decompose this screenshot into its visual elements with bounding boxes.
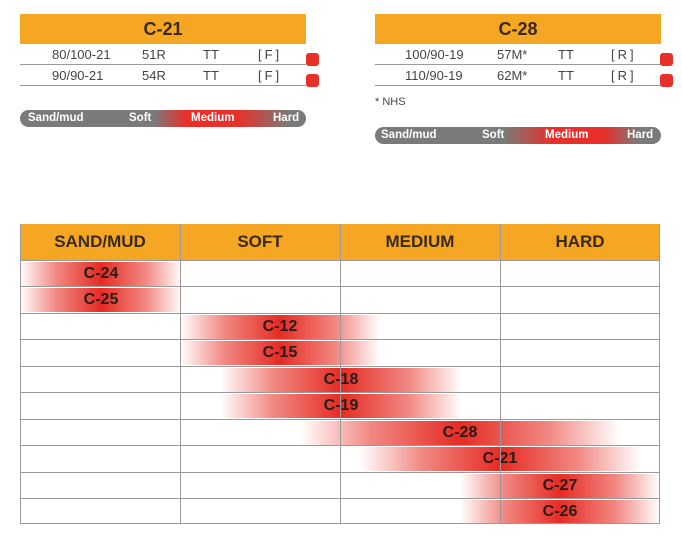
tire-size: 110/90-19: [405, 68, 463, 83]
terrain-label: Soft: [482, 129, 505, 141]
c21-row: 80/100-21 51R TT [F]: [20, 44, 306, 65]
column-divider: [20, 224, 21, 524]
c21-terrain-bar: Sand/mud Soft Medium Hard: [20, 110, 306, 127]
position: [R]: [611, 47, 637, 62]
tube-type: TT: [203, 68, 219, 83]
front-indicator-icon: [306, 53, 319, 66]
footnote: * NHS: [375, 96, 406, 108]
tube-type: TT: [558, 68, 574, 83]
tire-band: C-12: [180, 315, 380, 339]
tire-label: C-28: [442, 424, 478, 441]
c28-row: 110/90-19 62M* TT [R]: [375, 65, 661, 86]
tire-label: C-25: [83, 291, 119, 308]
tire-label: C-15: [262, 344, 298, 361]
column-divider: [500, 224, 501, 524]
terrain-label: Soft: [129, 112, 152, 124]
tire-band: C-27: [460, 474, 660, 498]
load-index: 57M*: [497, 47, 528, 62]
front-indicator-icon: [306, 74, 319, 87]
terrain-label: Medium: [191, 112, 235, 124]
tire-label: C-12: [262, 318, 298, 335]
column-header-medium: MEDIUM: [385, 232, 455, 251]
load-index: 62M*: [497, 68, 528, 83]
rear-indicator-icon: [660, 74, 673, 87]
tube-type: TT: [203, 47, 219, 62]
terrain-label: Hard: [627, 129, 654, 141]
load-index: 54R: [142, 68, 166, 83]
terrain-table: SAND/MUD SOFT MEDIUM HARD C-24 C-25 C-12…: [20, 224, 660, 524]
tire-band: C-19: [220, 394, 462, 418]
tire-band: C-28: [300, 421, 620, 445]
tire-label: C-19: [323, 397, 359, 414]
tire-band: C-15: [180, 341, 380, 365]
column-header-hard: HARD: [555, 232, 605, 251]
terrain-label: Sand/mud: [28, 112, 84, 124]
tire-band: C-18: [220, 368, 462, 392]
tire-size: 90/90-21: [52, 68, 104, 83]
column-header-sand-mud: SAND/MUD: [54, 232, 146, 251]
c28-title: C-28: [375, 14, 661, 44]
c21-row: 90/90-21 54R TT [F]: [20, 65, 306, 86]
c28-terrain-bar: Sand/mud Soft Medium Hard: [375, 127, 661, 144]
c28-card: C-28 100/90-19 57M* TT [R] 110/90-19 62M…: [375, 14, 661, 86]
tire-band: C-25: [20, 288, 182, 312]
column-divider: [180, 224, 181, 524]
tire-label: C-18: [323, 371, 359, 388]
tire-size: 80/100-21: [52, 47, 111, 62]
load-index: 51R: [142, 47, 166, 62]
tire-band: C-24: [20, 262, 182, 286]
tire-size: 100/90-19: [405, 47, 464, 62]
column-divider: [340, 224, 341, 524]
position: [F]: [258, 68, 283, 83]
c21-card: C-21 80/100-21 51R TT [F] 90/90-21 54R T…: [20, 14, 306, 86]
column-header-soft: SOFT: [237, 232, 283, 251]
position: [F]: [258, 47, 283, 62]
rear-indicator-icon: [660, 53, 673, 66]
tube-type: TT: [558, 47, 574, 62]
terrain-label: Sand/mud: [381, 129, 437, 141]
tire-label: C-26: [542, 503, 578, 520]
c21-title: C-21: [20, 14, 306, 44]
tire-label: C-24: [83, 265, 119, 282]
tire-band: C-26: [460, 500, 660, 524]
terrain-label: Medium: [545, 129, 589, 141]
tire-label: C-27: [542, 477, 578, 494]
column-divider: [659, 224, 660, 524]
position: [R]: [611, 68, 637, 83]
c28-row: 100/90-19 57M* TT [R]: [375, 44, 661, 65]
terrain-label: Hard: [273, 112, 300, 124]
